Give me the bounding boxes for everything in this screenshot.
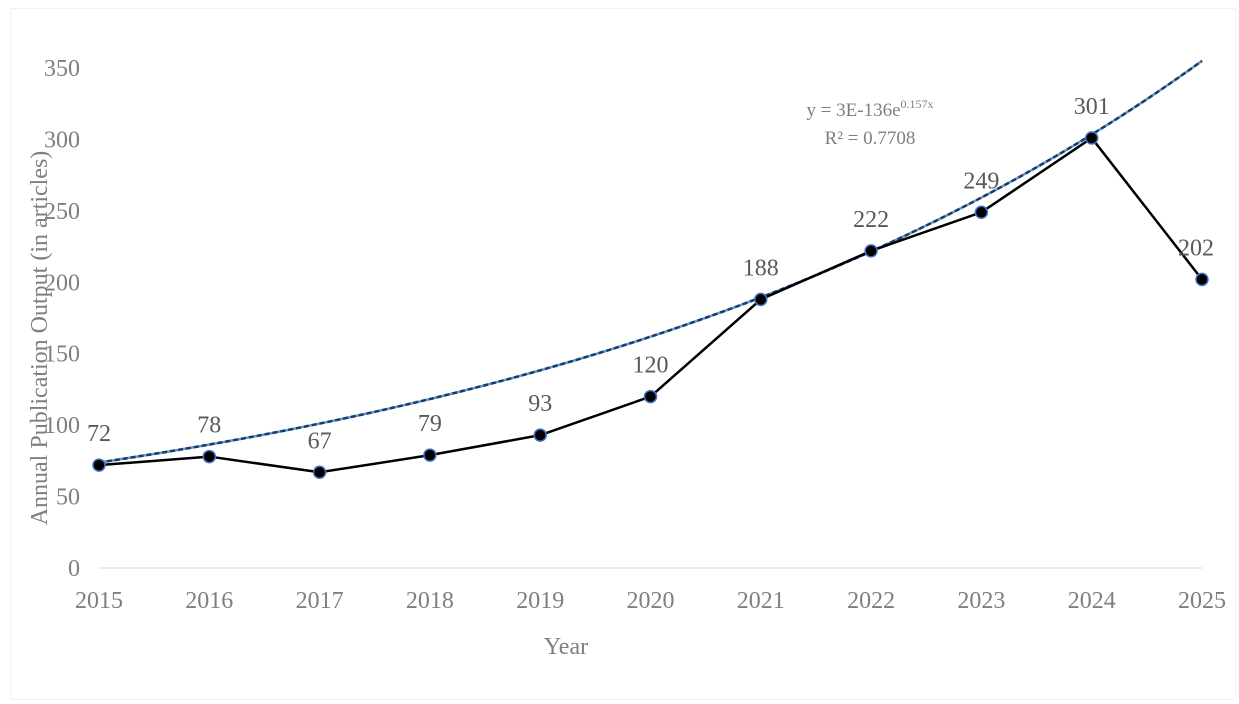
series-line [98, 136, 1203, 474]
x-tick-label: 2020 [627, 588, 675, 614]
trendline-r-squared: R² = 0.7708 [825, 128, 916, 149]
y-axis-ticks: 0 50 100 150 200 250 300 350 [44, 56, 80, 582]
data-point [864, 244, 878, 258]
y-tick-label: 350 [44, 56, 80, 82]
data-point [312, 465, 327, 480]
x-tick-label: 2025 [1178, 588, 1226, 614]
data-labels: 72 78 67 79 93 120 188 222 249 301 202 [87, 94, 1214, 454]
data-label: 79 [418, 411, 442, 437]
x-tick-label: 2019 [516, 588, 564, 614]
x-tick-label: 2017 [296, 588, 344, 614]
y-axis-title: Annual Publication Output (in articles) [27, 151, 53, 526]
data-label: 301 [1074, 94, 1110, 120]
data-label: 78 [197, 413, 221, 439]
x-tick-label: 2024 [1068, 588, 1116, 614]
x-tick-label: 2022 [847, 588, 895, 614]
y-tick-label: 0 [68, 556, 80, 582]
x-tick-label: 2021 [737, 588, 785, 614]
data-label: 222 [853, 207, 889, 233]
data-label: 93 [528, 391, 552, 417]
y-tick-label: 100 [44, 413, 80, 439]
data-point [643, 389, 658, 404]
data-point [423, 448, 437, 462]
data-point [974, 205, 989, 220]
y-tick-label: 150 [44, 342, 80, 368]
data-point [533, 428, 547, 442]
trendline-equation: y = 3E-136e0.157x [806, 97, 933, 121]
data-label: 249 [963, 168, 999, 194]
data-point [1195, 272, 1209, 287]
y-tick-label: 300 [44, 127, 80, 153]
data-points [92, 131, 1209, 480]
data-label: 120 [633, 353, 669, 379]
x-tick-label: 2015 [75, 588, 123, 614]
data-label: 188 [743, 255, 779, 281]
y-tick-label: 50 [56, 485, 80, 511]
x-axis-title: Year [544, 634, 588, 660]
x-tick-label: 2016 [185, 588, 233, 614]
x-axis-ticks: 2015 2016 2017 2018 2019 2020 2021 2022 2023 2024… [75, 588, 1226, 614]
data-label: 67 [308, 428, 332, 454]
y-tick-label: 250 [44, 199, 80, 225]
data-label: 72 [87, 421, 111, 447]
x-tick-label: 2023 [957, 588, 1005, 614]
x-tick-label: 2018 [406, 588, 454, 614]
data-point [92, 458, 106, 472]
data-point [202, 449, 217, 464]
y-tick-label: 200 [44, 270, 80, 296]
chart-frame [10, 8, 1236, 700]
data-point [1084, 131, 1099, 145]
data-label: 202 [1178, 235, 1214, 261]
data-point [754, 292, 768, 307]
exponential-trendline-dash [98, 59, 1203, 464]
